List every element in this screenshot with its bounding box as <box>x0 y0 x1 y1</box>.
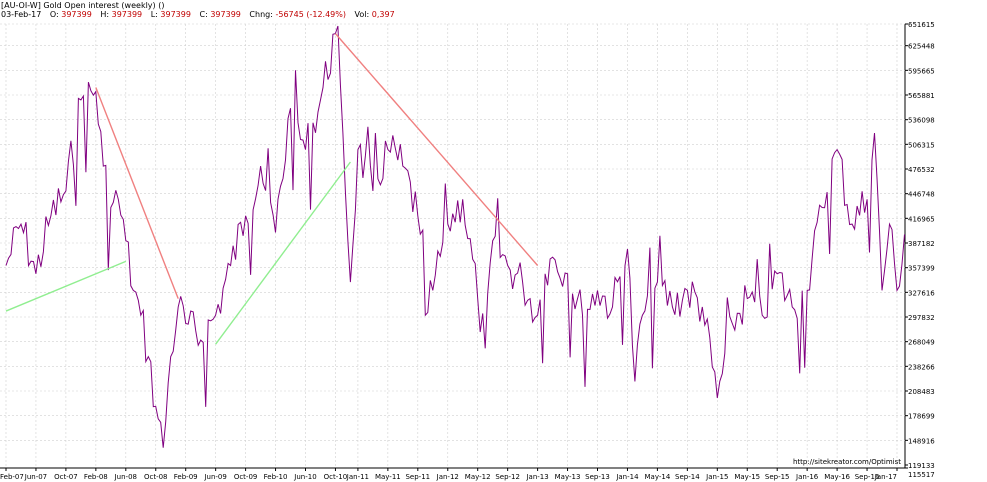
downtrend-line <box>95 87 179 299</box>
x-tick-label: May-12 <box>465 473 491 481</box>
x-tick-label: Oct-10 <box>324 473 348 481</box>
x-tick-label: Jun-09 <box>203 473 226 481</box>
y-tick-label: 387182 <box>908 240 935 248</box>
y-tick-label: 119133 <box>908 462 935 470</box>
y-tick-label: 178699 <box>908 413 935 421</box>
x-tick-label: Jun-07 <box>24 473 47 481</box>
y-tick-label: 115517 <box>908 471 935 479</box>
uptrend-line <box>5 260 127 312</box>
x-tick-label: May-16 <box>824 473 850 481</box>
x-tick-label: Oct-07 <box>54 473 78 481</box>
x-tick-label: Sep-14 <box>675 473 700 481</box>
readout-volume-label: Vol: <box>354 10 370 19</box>
x-tick-label: Sep-13 <box>585 473 610 481</box>
y-tick-label: 536098 <box>908 117 935 125</box>
readout-volume-value: 0,397 <box>371 10 395 19</box>
y-tick-label: 357399 <box>908 265 935 273</box>
readout-high-label: H: <box>100 10 110 19</box>
x-tick-label: May-14 <box>645 473 671 481</box>
readout-open-value: 397399 <box>61 10 92 19</box>
y-tick-label: 476532 <box>908 166 935 174</box>
watermark-text: http://sitekreator.com/Optimist <box>793 458 901 466</box>
x-tick-label: Sep-12 <box>495 473 520 481</box>
x-tick-label: Jan-16 <box>795 473 819 481</box>
open-interest-series-line <box>5 25 905 448</box>
y-tick-label: 297832 <box>908 314 935 322</box>
chart-title: [AU-OI-W] Gold Open interest (weekly) () <box>1 1 165 10</box>
x-tick-label: Jan-17 <box>874 473 897 481</box>
x-tick-label: Sep-16 <box>855 473 880 481</box>
readout-date: 03-Feb-17 <box>1 10 42 19</box>
y-tick-label: 208483 <box>908 388 935 396</box>
x-tick-label: Sep-15 <box>765 473 790 481</box>
y-tick-label: 625448 <box>908 43 935 51</box>
readout-low-label: L: <box>150 10 158 19</box>
x-tick-label: Feb-07 <box>0 473 24 481</box>
x-tick-label: Jun-10 <box>293 473 316 481</box>
x-tick-label: Jan-14 <box>615 473 639 481</box>
y-tick-label: 506315 <box>908 141 935 149</box>
x-tick-label: Oct-09 <box>234 473 258 481</box>
y-tick-label: 327616 <box>908 289 935 297</box>
y-tick-label: 446748 <box>908 191 935 199</box>
x-tick-label: Feb-09 <box>174 473 198 481</box>
uptrend-line <box>215 161 351 345</box>
downtrend-line <box>334 33 539 266</box>
readout-low-value: 397399 <box>160 10 191 19</box>
ohlc-readout: 03-Feb-17 O: 397399 H: 397399 L: 397399 … <box>1 10 395 19</box>
y-tick-label: 148916 <box>908 437 935 445</box>
x-tick-label: May-15 <box>734 473 760 481</box>
readout-open-label: O: <box>49 10 59 19</box>
x-tick-label: Feb-10 <box>264 473 288 481</box>
readout-high-value: 397399 <box>111 10 143 19</box>
y-tick-label: 595665 <box>908 67 935 75</box>
x-tick-label: Jun-08 <box>114 473 137 481</box>
x-tick-label: Jan-13 <box>525 473 548 481</box>
y-tick-label: 416965 <box>908 215 935 223</box>
x-tick-label: Oct-08 <box>144 473 168 481</box>
x-tick-label: May-11 <box>375 473 401 481</box>
readout-close-label: C: <box>199 10 208 19</box>
readout-close-value: 397399 <box>210 10 241 19</box>
readout-change-value: -56745 (-12.49%) <box>275 10 346 19</box>
x-tick-label: Jan-15 <box>705 473 728 481</box>
y-tick-label: 651615 <box>908 21 935 29</box>
x-tick-label: Jan-11 <box>346 473 369 481</box>
x-tick-label: Jan-12 <box>436 473 459 481</box>
x-tick-label: May-13 <box>555 473 581 481</box>
x-tick-label: Sep-11 <box>405 473 430 481</box>
y-tick-label: 565881 <box>908 92 935 100</box>
readout-change-label: Chng: <box>249 10 273 19</box>
y-tick-label: 268049 <box>908 339 935 347</box>
y-tick-label: 238266 <box>908 363 935 371</box>
x-tick-label: Feb-08 <box>84 473 108 481</box>
